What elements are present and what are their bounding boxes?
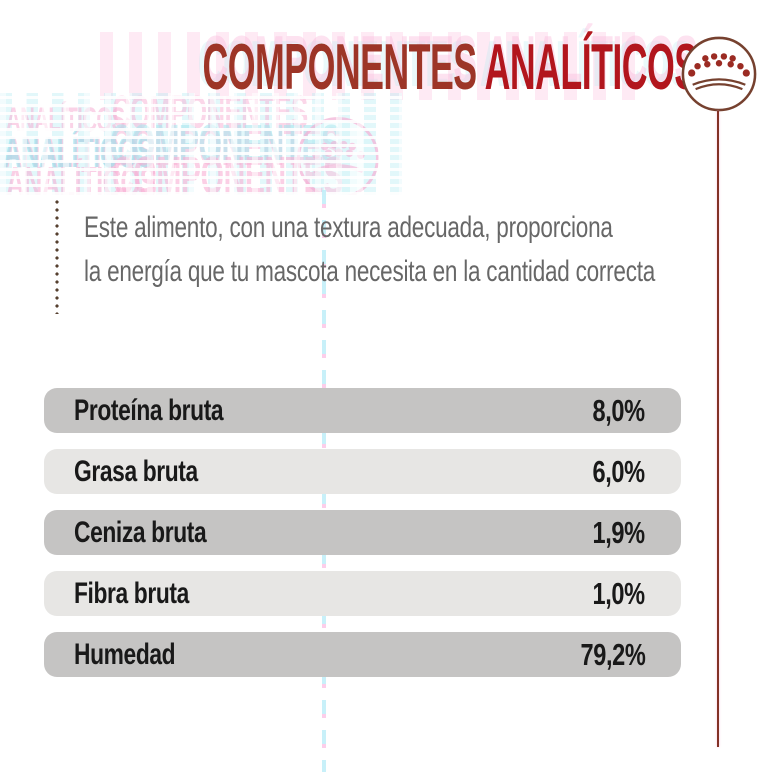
table-row-grasa: Grasa bruta 6,0% <box>44 449 681 494</box>
row-value: 1,0% <box>592 575 646 611</box>
crown-logo-svg <box>681 36 757 112</box>
ghost-text: COMPONENTES <box>110 114 341 174</box>
table-row-fibra: Fibra bruta 1,0% <box>44 571 681 616</box>
logo-stem-line <box>717 111 719 747</box>
row-label: Humedad <box>74 637 176 671</box>
ghost-crown-logo <box>297 117 379 195</box>
title-word-analiticos: ANALÍTICOS <box>484 30 699 103</box>
row-value: 8,0% <box>592 392 646 428</box>
row-label: Proteína bruta <box>74 393 224 427</box>
row-value: 79,2% <box>580 636 645 672</box>
description-text: Este alimento, con una textura adecuada,… <box>84 206 684 294</box>
ghost-text: COMPONENTES <box>112 146 343 195</box>
analytic-components-table: Proteína bruta 8,0% Grasa bruta 6,0% Cen… <box>44 388 681 677</box>
description-line-2: la energía que tu mascota necesita en la… <box>84 255 656 288</box>
ghost-text: ANALÍTICOS <box>6 158 157 196</box>
royal-canin-crown-icon <box>680 35 758 113</box>
table-row-proteina: Proteína bruta 8,0% <box>44 388 681 433</box>
description-line-1: Este alimento, con una textura adecuada,… <box>84 211 613 244</box>
table-row-humedad: Humedad 79,2% <box>44 632 681 677</box>
page-title: COMPONENTES ANALÍTICOS <box>0 34 737 100</box>
dotted-accent-line <box>55 198 59 314</box>
page-title-text: COMPONENTES ANALÍTICOS <box>203 34 699 100</box>
ghost-text: ANALÍTICOS <box>3 128 154 177</box>
row-value: 6,0% <box>592 453 646 489</box>
row-value: 1,9% <box>592 514 646 550</box>
table-row-ceniza: Ceniza bruta 1,9% <box>44 510 681 555</box>
title-word-componentes: COMPONENTES <box>202 30 478 103</box>
ghost-text: ANALÍTICOS <box>6 101 125 139</box>
row-label: Ceniza bruta <box>74 515 207 549</box>
row-label: Grasa bruta <box>74 454 198 488</box>
row-label: Fibra bruta <box>74 576 189 610</box>
title-glitch-stripes <box>100 32 645 100</box>
glitch-artifact-band: ANALÍTICOS ANALÍTICOS ANALÍTICOS COMPONE… <box>0 93 402 195</box>
